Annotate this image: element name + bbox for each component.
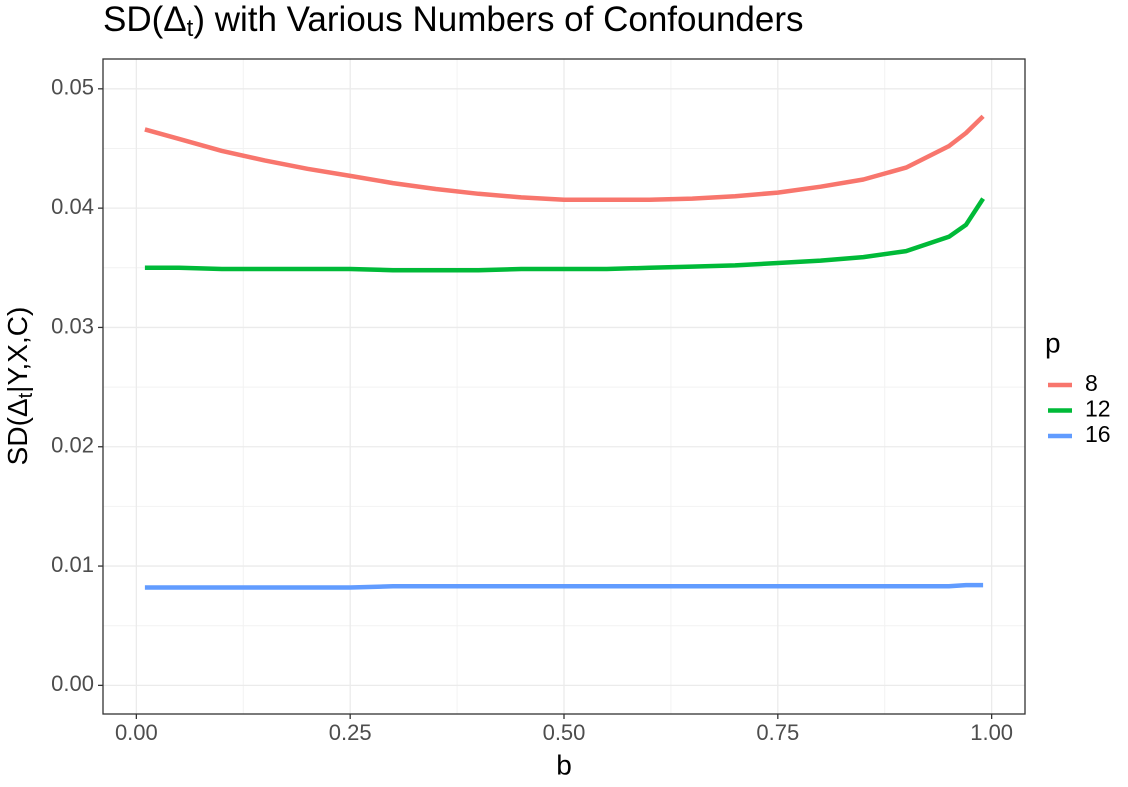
data-line xyxy=(144,197,985,273)
y-tick-label: 0.04 xyxy=(51,194,94,219)
x-tick-label: 0.75 xyxy=(756,720,799,745)
x-axis-title: b xyxy=(556,749,572,780)
legend-label: 12 xyxy=(1085,396,1111,422)
y-tick-label: 0.00 xyxy=(51,671,94,696)
y-title-part: |Y,X,C) xyxy=(2,307,33,393)
x-tick-label: 1.00 xyxy=(970,720,1013,745)
y-tick-label: 0.01 xyxy=(51,552,94,577)
title-part: SD(Δ xyxy=(103,0,187,39)
legend-title: p xyxy=(1045,327,1061,358)
title-part: ) with Various Numbers of Confounders xyxy=(193,0,803,39)
panel-border xyxy=(102,58,1026,715)
data-line xyxy=(144,114,985,203)
y-title-part: SD(Δ xyxy=(2,398,33,465)
x-tick-label: 0.25 xyxy=(329,720,372,745)
chart-title: SD(Δt) with Various Numbers of Confounde… xyxy=(103,0,804,42)
title-subscript: t xyxy=(187,15,194,42)
y-axis-title: SD(Δt|Y,X,C) xyxy=(2,307,37,466)
y-title-subscript: t xyxy=(15,392,37,398)
x-tick-label: 0.50 xyxy=(543,720,586,745)
y-tick-label: 0.02 xyxy=(51,433,94,458)
x-tick-label: 0.00 xyxy=(115,720,158,745)
plot: 0.00 0.01 0.02 0.03 0.04 0.05 0.00 0.25 0.50 0.75… xyxy=(51,58,1026,745)
y-tick-label: 0.03 xyxy=(51,313,94,338)
legend-label: 8 xyxy=(1085,370,1098,396)
y-tick-label: 0.05 xyxy=(51,75,94,100)
legend-label: 16 xyxy=(1085,421,1111,447)
data-line xyxy=(144,582,984,590)
